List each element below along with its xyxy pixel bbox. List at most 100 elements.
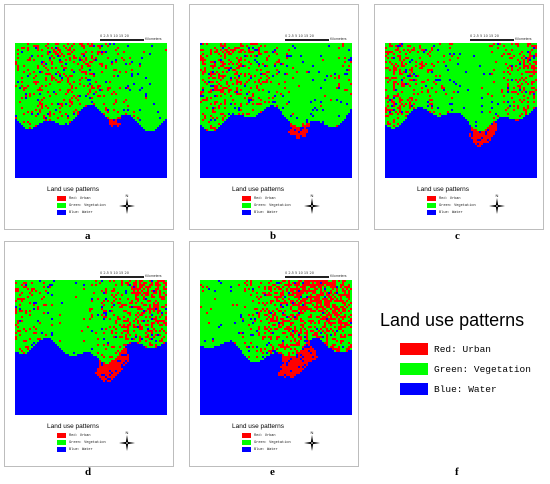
water-swatch (427, 210, 436, 215)
legend-label: Blue: Water (254, 210, 278, 215)
legend-title: Land use patterns (47, 186, 100, 193)
north-arrow-icon: N (302, 430, 322, 452)
urban-swatch (57, 433, 66, 438)
legend-label: Blue: Water (254, 447, 278, 452)
legend-label: Green: Vegetation (439, 203, 476, 208)
legend-title: Land use patterns (47, 423, 100, 430)
scale-unit: Kilometers (515, 37, 532, 41)
land-use-raster (385, 43, 537, 178)
scale-unit: Kilometers (145, 37, 162, 41)
vegetation-swatch (57, 440, 66, 445)
scale-unit: Kilometers (330, 274, 347, 278)
north-arrow-icon: N (117, 430, 137, 452)
land-use-legend: Land use patterns Red: Urban Green: Vege… (380, 310, 545, 410)
legend-item-vegetation: Green: Vegetation (400, 359, 545, 379)
vegetation-swatch (427, 203, 436, 208)
legend: Red: Urban Green: Vegetation Blue: Water (427, 195, 476, 216)
legend-label: Blue: Water (69, 210, 93, 215)
panel-label-d: d (85, 466, 92, 478)
legend-label: Green: Vegetation (69, 440, 106, 445)
vegetation-swatch (242, 440, 251, 445)
north-arrow-icon: N (117, 193, 137, 215)
legend-title: Land use patterns (232, 186, 285, 193)
legend-item-water: Blue: Water (400, 379, 545, 399)
legend-label: Green: Vegetation (434, 363, 531, 375)
north-arrow-icon: N (487, 193, 507, 215)
scale-bar-graphic (100, 39, 144, 41)
land-use-map (385, 43, 537, 178)
legend-label: Green: Vegetation (254, 440, 291, 445)
scale-unit: Kilometers (145, 274, 162, 278)
land-use-raster (15, 280, 167, 415)
north-label: N (126, 430, 129, 435)
land-use-map (200, 43, 352, 178)
vegetation-swatch (57, 203, 66, 208)
scale-bar-graphic (470, 39, 514, 41)
land-use-raster (200, 43, 352, 178)
water-swatch (242, 210, 251, 215)
north-label: N (311, 430, 314, 435)
legend-item-vegetation: Green: Vegetation (242, 202, 291, 209)
urban-swatch (242, 433, 251, 438)
panel-label-e: e (270, 466, 275, 478)
scale-bar-graphic (285, 39, 329, 41)
legend-item-vegetation: Green: Vegetation (242, 439, 291, 446)
legend-label: Blue: Water (69, 447, 93, 452)
legend-item-vegetation: Green: Vegetation (57, 439, 106, 446)
scale-bar: 0 2.5 5 10 15 20 Kilometers (100, 271, 165, 280)
north-label: N (126, 193, 129, 198)
map-panel-c: 0 2.5 5 10 15 20 Kilometers Land use pat… (374, 4, 544, 230)
water-swatch (57, 210, 66, 215)
legend-item-urban: Red: Urban (242, 195, 291, 202)
scale-bar-graphic (100, 276, 144, 278)
scale-tick-labels: 0 2.5 5 10 15 20 (100, 34, 129, 38)
scale-unit: Kilometers (330, 37, 347, 41)
legend-item-urban: Red: Urban (427, 195, 476, 202)
scale-bar: 0 2.5 5 10 15 20 Kilometers (285, 34, 350, 43)
vegetation-swatch (242, 203, 251, 208)
scale-tick-labels: 0 2.5 5 10 15 20 (100, 271, 129, 275)
north-label: N (496, 193, 499, 198)
legend-item-water: Blue: Water (57, 446, 106, 453)
scale-tick-labels: 0 2.5 5 10 15 20 (285, 34, 314, 38)
panel-label-a: a (85, 230, 91, 242)
legend-item-urban: Red: Urban (57, 195, 106, 202)
legend: Red: Urban Green: Vegetation Blue: Water (242, 195, 291, 216)
legend: Red: Urban Green: Vegetation Blue: Water (57, 195, 106, 216)
legend-label: Red: Urban (439, 196, 461, 201)
urban-swatch (57, 196, 66, 201)
water-swatch (400, 383, 428, 395)
legend-title: Land use patterns (380, 310, 525, 330)
legend-title: Land use patterns (417, 186, 470, 193)
land-use-raster (15, 43, 167, 178)
panel-label-c: c (455, 230, 460, 242)
legend-item-vegetation: Green: Vegetation (57, 202, 106, 209)
legend-label: Red: Urban (69, 196, 91, 201)
legend-item-water: Blue: Water (57, 209, 106, 216)
legend-title: Land use patterns (232, 423, 285, 430)
scale-tick-labels: 0 2.5 5 10 15 20 (285, 271, 314, 275)
map-panel-e: 0 2.5 5 10 15 20 Kilometers Land use pat… (189, 241, 359, 467)
legend: Red: Urban Green: Vegetation Blue: Water (242, 432, 291, 453)
legend: Red: Urban Green: Vegetation Blue: Water (57, 432, 106, 453)
scale-bar: 0 2.5 5 10 15 20 Kilometers (285, 271, 350, 280)
scale-bar: 0 2.5 5 10 15 20 Kilometers (470, 34, 535, 43)
urban-swatch (427, 196, 436, 201)
land-use-map (15, 43, 167, 178)
land-use-raster (200, 280, 352, 415)
urban-swatch (400, 343, 428, 355)
north-label: N (311, 193, 314, 198)
scale-bar-graphic (285, 276, 329, 278)
vegetation-swatch (400, 363, 428, 375)
legend-item-urban: Red: Urban (57, 432, 106, 439)
map-panel-b: 0 2.5 5 10 15 20 Kilometers Land use pat… (189, 4, 359, 230)
urban-swatch (242, 196, 251, 201)
legend-item-water: Blue: Water (242, 446, 291, 453)
map-panel-d: 0 2.5 5 10 15 20 Kilometers Land use pat… (4, 241, 174, 467)
legend-item-vegetation: Green: Vegetation (427, 202, 476, 209)
map-panel-a: 0 2.5 5 10 15 20 Kilometers Land use pat… (4, 4, 174, 230)
panel-label-f: f (455, 466, 459, 478)
legend-item-water: Blue: Water (427, 209, 476, 216)
land-use-map (15, 280, 167, 415)
legend-label: Green: Vegetation (69, 203, 106, 208)
